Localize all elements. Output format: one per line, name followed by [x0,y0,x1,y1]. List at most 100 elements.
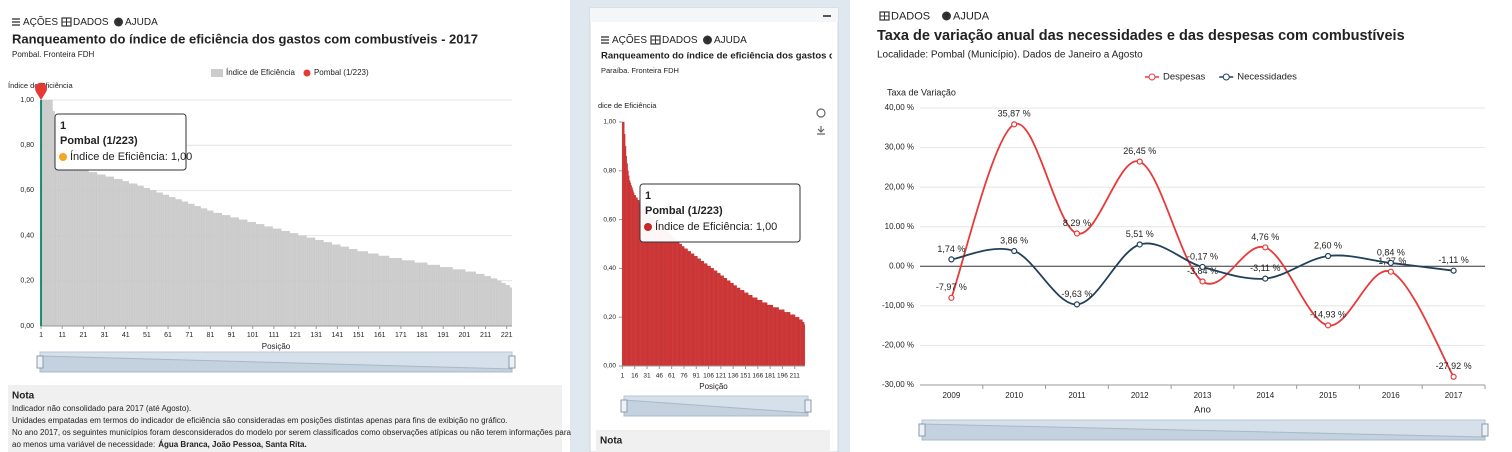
bar [777,307,778,367]
menu-item[interactable]: AÇÕES [601,33,647,46]
legend-item[interactable]: Despesas [1145,72,1205,83]
bar [704,263,705,367]
bar [340,246,343,327]
bar [90,172,93,327]
bar [658,221,660,367]
menu-item[interactable]: AÇÕES [12,15,58,28]
bar [173,197,176,327]
bar [112,176,115,327]
navigator-handle[interactable] [1481,423,1489,437]
bar [76,165,79,327]
x-tick-label: 2013 [1194,391,1212,400]
x-tick-label: 161 [374,332,386,339]
navigator-handle[interactable] [508,355,516,369]
navigator-handle[interactable] [36,355,44,369]
bar [241,219,244,327]
bar [690,253,692,367]
bar [732,282,734,367]
bar [435,264,438,327]
bar [353,249,356,327]
menu-label: AJUDA [714,35,747,46]
bar [219,212,222,327]
refresh-icon[interactable] [816,108,826,118]
bar [317,240,320,327]
bar [372,253,375,327]
bar [186,201,189,327]
bar [247,221,250,327]
navigator-handle[interactable] [918,423,926,437]
x-tick-label: 211 [480,332,491,339]
x-tick-label: 16 [631,373,639,380]
navigator-handle[interactable] [804,399,812,413]
menu-item[interactable]: DADOS [61,17,109,28]
navigator-handle[interactable] [620,399,628,413]
bar [243,219,246,327]
bar [408,260,411,327]
bar [285,230,288,327]
bar [300,235,303,327]
bar [258,224,261,327]
bar [272,228,275,327]
bar [796,317,798,367]
data-label: 26,45 % [1123,146,1156,156]
bar [251,221,254,327]
bar [700,260,702,367]
bar [452,269,455,327]
bar [689,251,691,367]
bar [673,236,675,367]
x-tick-label: 71 [185,332,193,339]
bar [703,260,705,367]
bar [493,278,496,327]
bar [478,273,481,327]
bar [95,172,98,327]
x-tick-label: 191 [437,332,449,339]
note-line: Unidades empatadas em termos do indicado… [12,416,507,425]
legend-item[interactable]: Necessidades [1219,72,1297,83]
legend: Índice de Eficiência Pombal (1/223) [211,68,369,77]
bar [283,230,286,327]
bar [302,235,305,327]
bar [82,169,85,327]
bar [754,297,756,367]
bar [637,199,639,367]
bar [249,221,252,327]
chart-subtitle: Localidade: Pombal (Município). Dados de… [877,50,1143,61]
x-tick-label: 166 [752,373,763,380]
menu-item[interactable]: ? AJUDA [703,35,747,46]
bar [315,240,318,327]
bar [736,285,737,367]
menu-item[interactable]: ? AJUDA [114,17,158,28]
bar [666,229,668,367]
note-title: Nota [12,391,35,402]
menu-item[interactable]: DADOS [650,35,698,46]
menu-item[interactable]: ? AJUDA [942,10,990,22]
bar [437,264,440,327]
bar [397,258,400,327]
bar [745,292,746,367]
tooltip [639,183,801,243]
download-icon[interactable] [817,126,825,135]
bar [412,260,415,327]
menu-item[interactable]: DADOS [879,10,930,22]
tooltip-name: Pombal (1/223) [645,205,723,217]
x-tick-label: 61 [668,373,676,380]
bar [44,99,47,327]
bar [623,121,625,367]
bar [410,260,413,327]
bar [368,253,371,327]
bar [726,278,728,367]
y-tick-label: 0,40 [603,265,616,272]
bar [194,206,197,327]
bar [787,312,789,367]
bar [92,172,95,327]
bar [677,241,679,367]
bar [177,199,180,327]
x-tick-label: 141 [332,332,344,339]
bar [720,275,722,367]
bar [160,192,163,327]
bar [88,172,91,327]
legend-swatch [211,69,223,77]
bar [48,99,51,327]
bar [672,236,674,367]
bar [782,309,784,367]
